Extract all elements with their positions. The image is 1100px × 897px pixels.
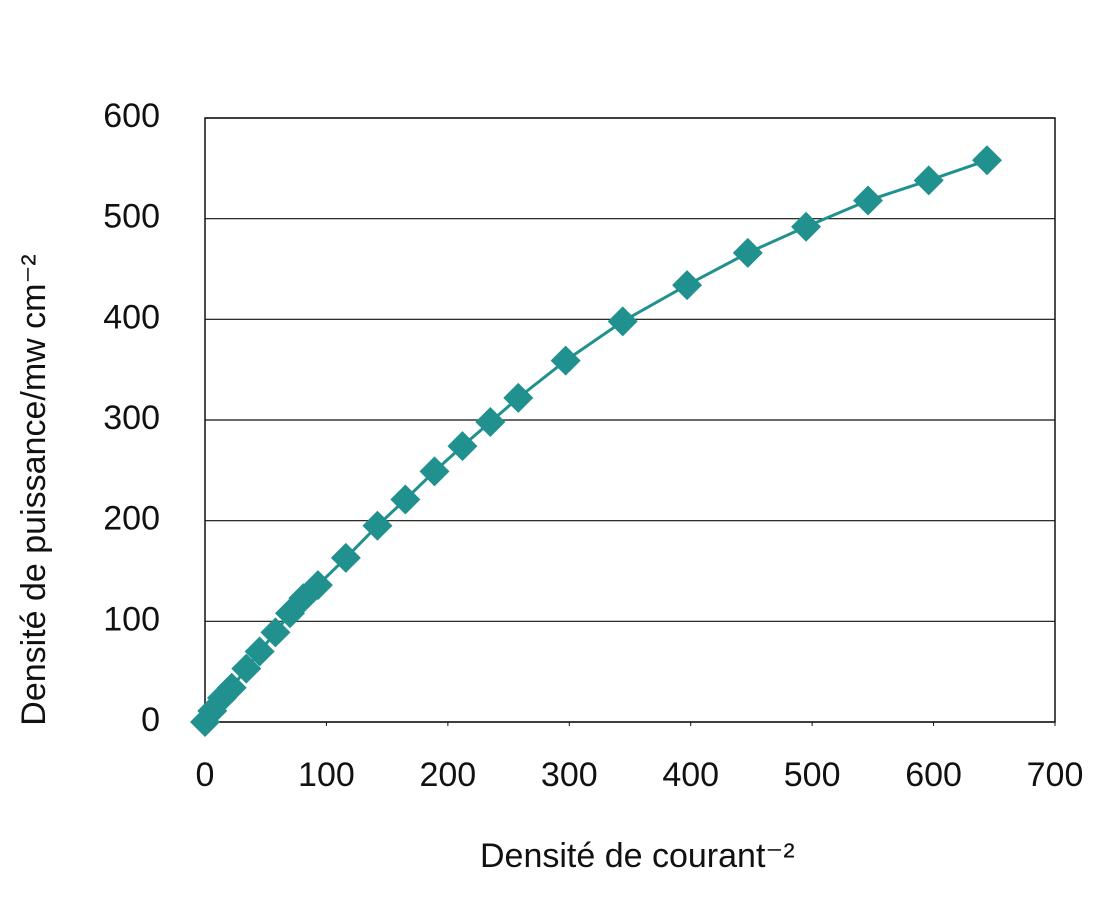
data-point xyxy=(475,407,506,438)
x-tick-label: 200 xyxy=(419,756,476,794)
data-point xyxy=(972,145,1002,176)
data-point xyxy=(302,570,333,601)
data-point xyxy=(913,165,944,196)
y-tick-label: 0 xyxy=(141,701,160,739)
y-tick-label: 400 xyxy=(103,298,160,336)
x-axis-label: Densité de courant⁻² xyxy=(480,837,795,875)
data-point xyxy=(607,306,638,337)
data-point xyxy=(260,617,291,648)
x-tick-label: 300 xyxy=(541,756,598,794)
data-point xyxy=(447,431,478,462)
data-point xyxy=(390,484,421,515)
data-point xyxy=(853,185,883,216)
data-point xyxy=(330,542,361,573)
x-tick-label: 500 xyxy=(784,756,841,794)
y-tick-label: 200 xyxy=(103,500,160,538)
x-tick-label: 100 xyxy=(298,756,355,794)
data-point xyxy=(503,382,534,413)
data-point xyxy=(732,237,763,268)
y-tick-label: 500 xyxy=(103,198,160,236)
data-point xyxy=(216,672,247,703)
series-line xyxy=(203,158,988,723)
plot-frame xyxy=(204,117,1056,723)
x-tick-label: 700 xyxy=(1027,756,1084,794)
x-tick-label: 600 xyxy=(905,756,962,794)
data-point xyxy=(419,456,450,487)
y-tick-label: 600 xyxy=(103,97,160,135)
data-point xyxy=(231,653,262,684)
y-axis-label: Densité de puissance/mw cm⁻² xyxy=(15,254,53,725)
x-tick-label: 400 xyxy=(662,756,719,794)
data-point xyxy=(550,345,581,376)
y-tick-label: 300 xyxy=(103,399,160,437)
y-tick-label: 100 xyxy=(103,600,160,638)
x-tick-label: 0 xyxy=(196,756,215,794)
data-point xyxy=(244,636,275,667)
data-point xyxy=(672,270,703,301)
data-point xyxy=(362,510,393,541)
data-point xyxy=(791,211,822,242)
